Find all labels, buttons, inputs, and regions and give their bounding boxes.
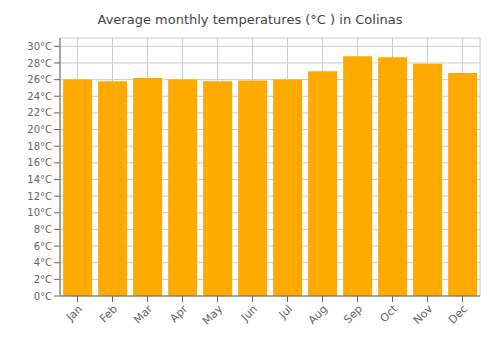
svg-text:Jan: Jan xyxy=(63,302,85,324)
svg-text:Jul: Jul xyxy=(276,302,295,321)
svg-text:10°C: 10°C xyxy=(27,207,52,218)
svg-text:8°C: 8°C xyxy=(34,224,52,235)
svg-text:14°C: 14°C xyxy=(27,174,52,185)
svg-text:26°C: 26°C xyxy=(27,74,52,85)
svg-text:May: May xyxy=(200,302,226,328)
svg-text:20°C: 20°C xyxy=(27,124,52,135)
svg-text:18°C: 18°C xyxy=(27,141,52,152)
svg-text:Oct: Oct xyxy=(377,302,400,325)
svg-text:Mar: Mar xyxy=(131,302,155,326)
html-text:Average monthly temperatures (: Average monthly temperatures (°C ) in Co… xyxy=(97,12,403,27)
svg-text:16°C: 16°C xyxy=(27,157,52,168)
svg-text:4°C: 4°C xyxy=(34,257,52,268)
svg-text:Feb: Feb xyxy=(97,302,120,325)
svg-text:Dec: Dec xyxy=(446,302,470,326)
svg-text:30°C: 30°C xyxy=(27,41,52,52)
svg-text:24°C: 24°C xyxy=(27,91,52,102)
svg-text:Nov: Nov xyxy=(411,302,436,327)
svg-text:22°C: 22°C xyxy=(27,107,52,118)
svg-text:Jun: Jun xyxy=(238,302,260,324)
svg-text:Sep: Sep xyxy=(341,302,365,326)
svg-text:Apr: Apr xyxy=(167,302,190,325)
svg-text:0°C: 0°C xyxy=(34,291,52,302)
svg-text:Aug: Aug xyxy=(306,302,330,326)
svg-text:28°C: 28°C xyxy=(27,58,52,69)
svg-text:12°C: 12°C xyxy=(27,191,52,202)
svg-text:6°C: 6°C xyxy=(34,241,52,252)
svg-text:2°C: 2°C xyxy=(34,274,52,285)
